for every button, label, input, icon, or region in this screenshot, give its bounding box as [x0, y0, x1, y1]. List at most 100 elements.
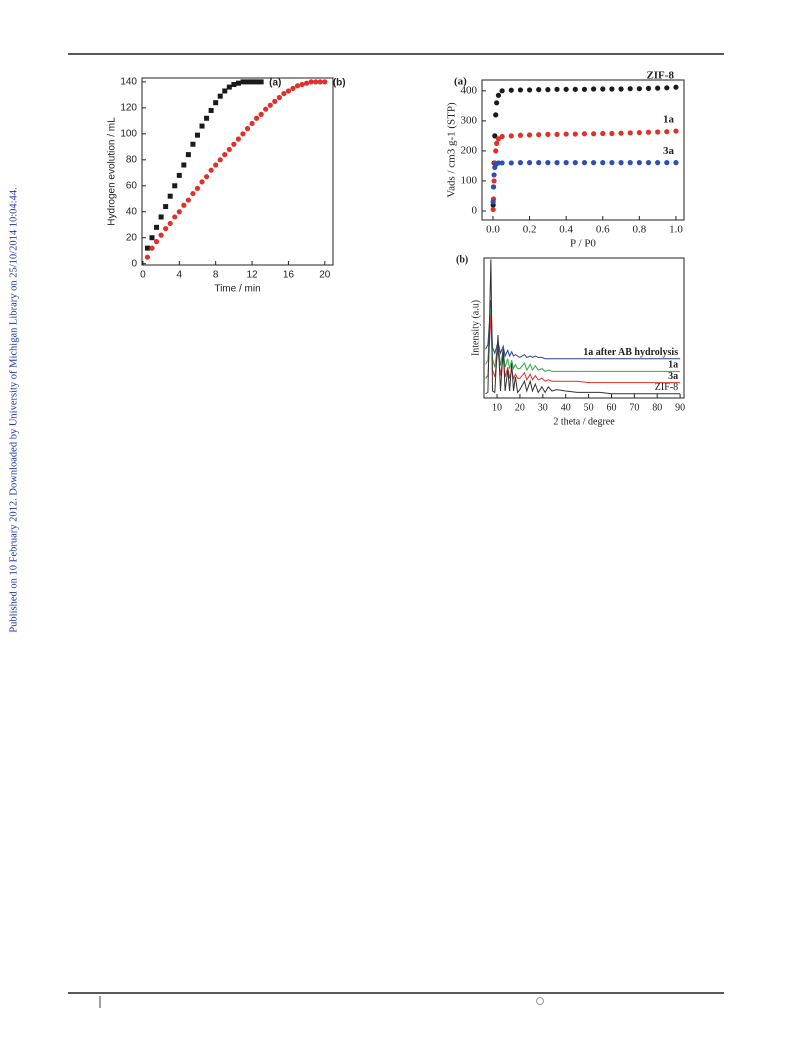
data-point — [254, 115, 260, 121]
data-point — [572, 131, 578, 137]
data-point — [190, 141, 196, 147]
x-tick-label: 0.2 — [523, 224, 537, 236]
data-point — [294, 83, 301, 89]
data-point — [526, 160, 533, 166]
data-point — [526, 132, 533, 138]
panel-label: (a) — [454, 76, 467, 88]
data-point — [258, 111, 264, 117]
data-point — [572, 86, 578, 92]
data-point — [627, 160, 633, 166]
data-point — [491, 172, 497, 178]
data-point — [536, 160, 542, 166]
y-tick-label: 20 — [126, 232, 138, 243]
data-point — [213, 100, 219, 106]
data-point — [181, 162, 187, 168]
data-point — [591, 131, 597, 137]
data-point — [491, 178, 497, 184]
y-tick-label: 60 — [126, 180, 138, 191]
series-label: 1a after AB hydrolysis — [583, 347, 678, 358]
data-point — [263, 106, 269, 112]
plot-frame — [483, 257, 685, 399]
data-point — [176, 172, 182, 178]
data-point — [495, 92, 502, 98]
data-point — [673, 128, 679, 134]
data-point — [249, 120, 255, 127]
data-point — [664, 129, 670, 135]
data-point — [208, 167, 214, 173]
data-point — [226, 146, 232, 153]
data-point — [563, 131, 569, 137]
data-point — [172, 214, 178, 220]
data-point — [499, 88, 505, 94]
data-point — [313, 79, 319, 85]
data-point — [240, 131, 246, 137]
x-tick-label: 20 — [515, 402, 525, 413]
y-tick-label: 100 — [461, 174, 478, 186]
data-point — [636, 129, 642, 136]
data-point — [144, 245, 150, 251]
y-axis-label: Hydrogen evolution / mL — [107, 117, 118, 226]
series-label: 3a — [663, 145, 675, 157]
data-point — [190, 190, 196, 197]
data-point — [231, 81, 237, 87]
data-point — [154, 224, 160, 230]
data-point — [581, 131, 588, 137]
data-point — [618, 86, 624, 92]
data-point — [245, 79, 251, 85]
data-point — [645, 85, 652, 92]
data-point — [627, 86, 633, 92]
data-point — [495, 136, 502, 142]
data-point — [499, 160, 505, 166]
data-point — [609, 160, 615, 166]
x-tick-label: 80 — [652, 402, 662, 413]
x-tick-label: 0.4 — [559, 224, 573, 236]
series-label: ZIF-8 — [655, 382, 678, 393]
data-point — [235, 80, 241, 86]
y-tick-label: 0 — [131, 258, 137, 269]
data-point — [581, 86, 588, 92]
y-tick-label: 40 — [126, 206, 138, 217]
x-tick-label: 0 — [140, 270, 146, 281]
data-point — [217, 93, 223, 99]
data-point — [545, 160, 551, 166]
data-point — [609, 86, 615, 92]
x-tick-label: 1.0 — [669, 224, 683, 236]
data-point — [600, 130, 606, 137]
data-point — [258, 79, 264, 85]
data-point — [199, 179, 205, 185]
series-label: (a) — [269, 78, 281, 89]
data-point — [204, 115, 210, 121]
x-tick-label: 0.0 — [486, 224, 500, 236]
data-point — [526, 87, 533, 93]
panel-label: (b) — [456, 254, 468, 265]
data-point — [181, 202, 187, 208]
data-point — [199, 123, 205, 129]
data-point — [185, 152, 191, 158]
y-tick-label: 400 — [461, 84, 478, 96]
data-point — [176, 209, 182, 215]
data-point — [194, 185, 201, 191]
data-point — [609, 130, 615, 137]
data-point — [203, 174, 210, 180]
data-point — [217, 157, 223, 163]
x-tick-label: 4 — [177, 270, 183, 281]
x-tick-label: 30 — [538, 402, 548, 413]
data-point — [493, 148, 499, 154]
series-label: 1a — [663, 114, 675, 126]
data-point — [213, 162, 219, 168]
series-label: (b) — [333, 78, 346, 89]
data-point — [655, 160, 661, 166]
data-point — [508, 160, 514, 166]
x-tick-label: 60 — [606, 402, 616, 413]
x-axis-label: 2 theta / degree — [553, 416, 615, 427]
data-point — [627, 130, 633, 136]
data-point — [536, 132, 542, 138]
y-tick-label: 140 — [120, 77, 137, 88]
data-point — [673, 84, 679, 90]
x-tick-label: 12 — [246, 270, 258, 281]
x-tick-label: 20 — [319, 270, 331, 281]
footer-icon — [536, 997, 544, 1005]
data-point — [536, 87, 542, 93]
plot-frame — [141, 77, 334, 266]
x-tick-label: 40 — [561, 402, 571, 413]
